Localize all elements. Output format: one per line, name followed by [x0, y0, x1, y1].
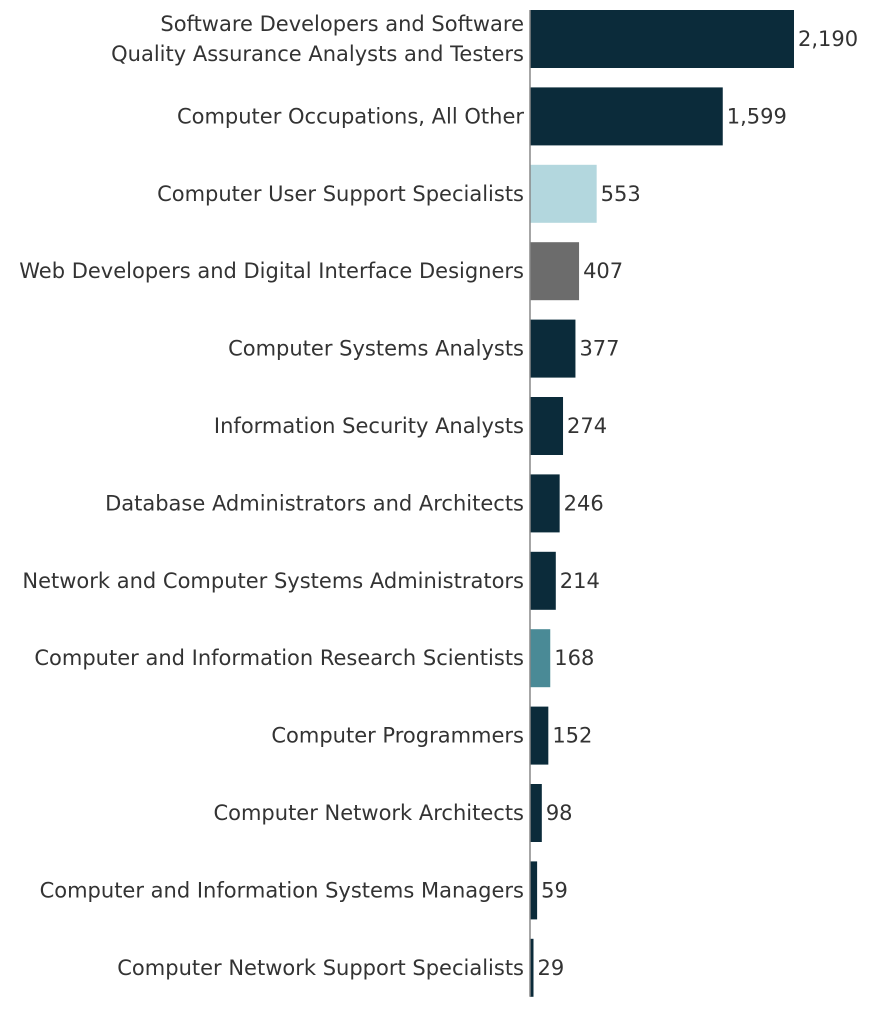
category-label: Computer Systems Analysts — [228, 337, 524, 361]
value-label: 407 — [583, 259, 623, 283]
value-label: 1,599 — [727, 104, 787, 128]
category-label: Computer Programmers — [271, 724, 524, 748]
category-label: Computer Occupations, All Other — [177, 104, 524, 128]
bar — [530, 629, 551, 688]
bar — [530, 474, 560, 533]
value-label: 168 — [554, 646, 594, 670]
category-label: Software Developers and Software Quality … — [111, 12, 524, 66]
category-label: Database Administrators and Architects — [105, 491, 524, 515]
value-label: 98 — [546, 801, 573, 825]
category-label: Computer Network Architects — [213, 801, 524, 825]
category-labels-layer: Software Developers and Software Quality … — [19, 12, 524, 980]
value-label: 214 — [560, 569, 600, 593]
category-label: Information Security Analysts — [214, 414, 524, 438]
value-label: 59 — [541, 878, 568, 902]
value-label: 274 — [567, 414, 607, 438]
bar — [530, 551, 556, 610]
category-label: Computer Network Support Specialists — [117, 956, 524, 980]
value-labels-layer: 2,190 1,599 553 407 377 274 246 214 168 152 98 59 29 — [537, 27, 858, 980]
bar — [530, 861, 538, 920]
category-label: Web Developers and Digital Interface Des… — [19, 259, 524, 283]
bar — [530, 242, 580, 301]
category-label: Network and Computer Systems Administrat… — [22, 569, 524, 593]
value-label: 553 — [601, 182, 641, 206]
value-label: 152 — [552, 724, 592, 748]
bar — [530, 784, 542, 842]
value-label: 2,190 — [798, 27, 858, 51]
category-label: Computer and Information Systems Manager… — [40, 878, 524, 902]
bar — [530, 10, 794, 68]
bars-layer — [530, 10, 794, 997]
bar — [530, 938, 534, 997]
value-label: 246 — [564, 491, 604, 515]
bar — [530, 87, 723, 146]
category-label: Computer and Information Research Scient… — [34, 646, 524, 670]
bar — [530, 397, 564, 455]
bar — [530, 164, 597, 223]
bar — [530, 319, 576, 378]
bar — [530, 706, 549, 765]
value-label: 377 — [579, 337, 619, 361]
category-label: Computer User Support Specialists — [157, 182, 524, 206]
value-label: 29 — [537, 956, 564, 980]
